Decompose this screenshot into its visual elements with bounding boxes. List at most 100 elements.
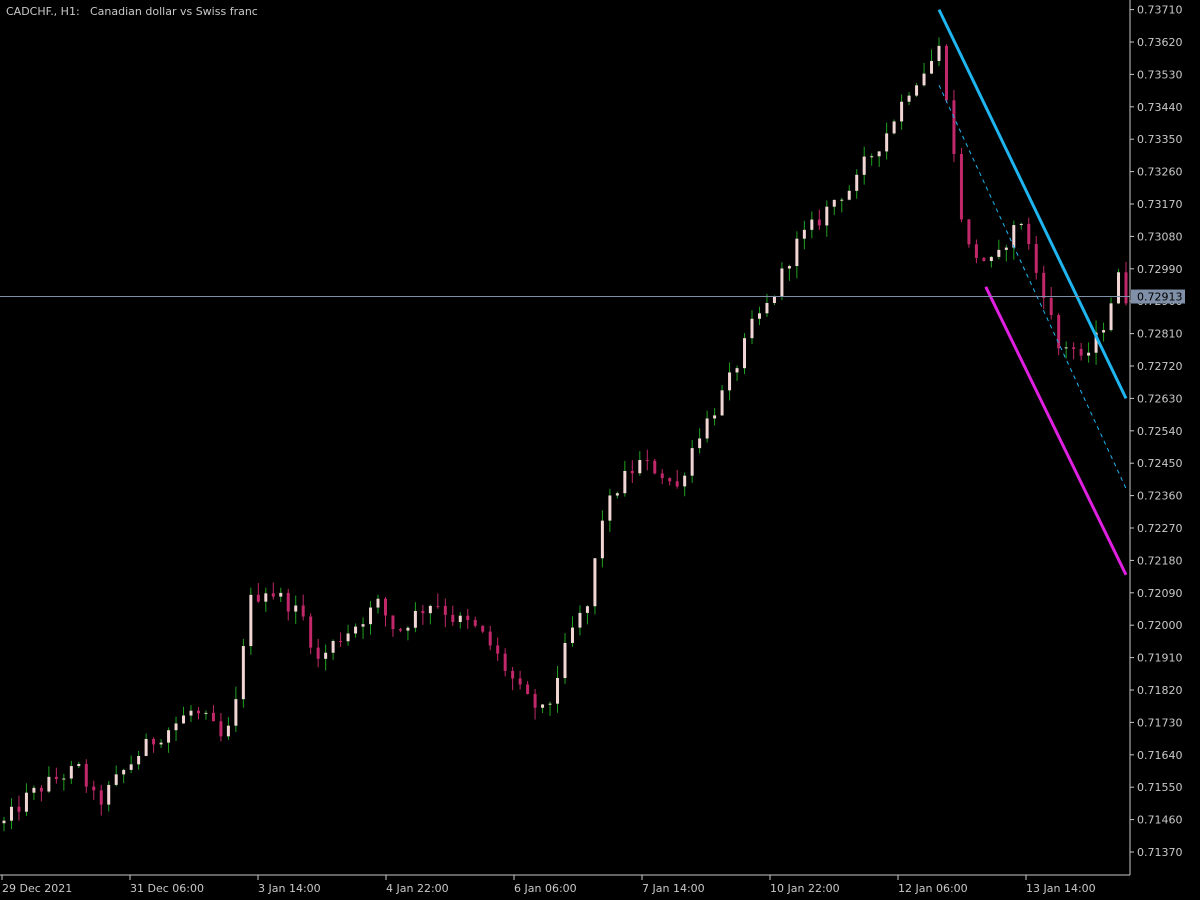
candle-body (690, 448, 694, 476)
candle-body (481, 625, 485, 632)
candle-body (825, 206, 829, 226)
y-tick-label: 0.71460 (1137, 814, 1183, 827)
candle-body (915, 85, 919, 96)
candle-body (720, 390, 724, 416)
candle-body (182, 715, 186, 724)
y-tick-label: 0.72180 (1137, 554, 1183, 567)
candle-body (451, 614, 455, 622)
candle-body (780, 268, 784, 297)
channel-upper-line[interactable] (937, 8, 1128, 400)
candle-body (421, 610, 425, 614)
candle-body (2, 820, 6, 824)
candle-body (832, 199, 836, 207)
candle-body (885, 133, 889, 152)
candle-body (683, 475, 687, 487)
candle-body (870, 156, 874, 158)
candle-body (92, 786, 96, 791)
x-tick-label: 13 Jan 14:00 (1026, 882, 1096, 895)
x-tick-label: 31 Dec 06:00 (130, 882, 204, 895)
candle-body (1057, 315, 1061, 349)
current-price-value: 0.72913 (1137, 291, 1183, 304)
candle-body (1117, 272, 1121, 304)
candle-body (705, 418, 709, 439)
candle-body (615, 493, 619, 496)
candle-body (174, 723, 178, 731)
y-tick-label: 0.73710 (1137, 4, 1183, 17)
candle-body (511, 670, 515, 679)
candle-body (713, 415, 717, 419)
candle-body (159, 742, 163, 745)
candle-body (743, 338, 747, 369)
y-tick-label: 0.72630 (1137, 392, 1183, 405)
candle-body (24, 792, 28, 812)
candle-body (533, 693, 537, 708)
candle-body (167, 730, 171, 743)
channel-lower-line[interactable] (984, 286, 1128, 576)
candle-body (578, 612, 582, 628)
candle-body (772, 296, 776, 303)
candle-body (331, 640, 335, 653)
x-tick-label: 7 Jan 14:00 (642, 882, 705, 895)
candle-body (69, 766, 73, 779)
y-tick-label: 0.73080 (1137, 230, 1183, 243)
candle-body (279, 592, 283, 597)
candle-body (600, 520, 604, 559)
candle-body (496, 645, 500, 654)
candle-body (1124, 272, 1128, 304)
y-tick-label: 0.72720 (1137, 360, 1183, 373)
candle-body (196, 710, 200, 714)
channel-mid-line[interactable] (938, 84, 1127, 489)
y-tick-label: 0.71730 (1137, 716, 1183, 729)
candle-body (249, 594, 253, 647)
candle-body (443, 605, 447, 615)
y-tick-label: 0.72090 (1137, 587, 1183, 600)
candle-body (757, 313, 761, 319)
candle-body (668, 478, 672, 482)
candle-body (301, 605, 305, 617)
candle-body (630, 470, 634, 474)
candle-body (309, 616, 313, 648)
y-tick-label: 0.71820 (1137, 684, 1183, 697)
candle-body (1027, 223, 1031, 245)
candle-body (316, 647, 320, 659)
candle-body (391, 615, 395, 630)
candles-layer (2, 37, 1128, 832)
candle-body (458, 615, 462, 622)
candle-body (189, 710, 193, 716)
candle-body (286, 592, 290, 612)
x-tick-label: 29 Dec 2021 (2, 882, 72, 895)
candle-body (211, 712, 215, 722)
candle-body (1094, 332, 1098, 353)
candle-body (99, 790, 103, 805)
y-tick-label: 0.71640 (1137, 749, 1183, 762)
x-tick-label: 6 Jan 06:00 (514, 882, 577, 895)
candle-body (526, 684, 530, 694)
candle-body (952, 100, 956, 155)
candle-body (570, 627, 574, 643)
candle-body (900, 101, 904, 122)
y-axis: 0.73710 0.73620 0.73530 0.73440 0.73350 0.732… (1130, 4, 1183, 859)
y-tick-label: 0.71910 (1137, 652, 1183, 665)
candle-body (787, 266, 791, 269)
candle-body (122, 769, 126, 775)
candle-body (62, 778, 66, 780)
candle-body (241, 646, 245, 700)
y-tick-label: 0.72450 (1137, 457, 1183, 470)
candle-body (989, 256, 993, 261)
candle-body (997, 249, 1001, 257)
x-tick-label: 10 Jan 22:00 (770, 882, 840, 895)
y-tick-label: 0.73170 (1137, 198, 1183, 211)
candle-body (1102, 330, 1106, 333)
candle-body (256, 594, 260, 602)
candle-body (473, 620, 477, 626)
candle-body (930, 60, 934, 74)
x-tick-label: 4 Jan 22:00 (386, 882, 449, 895)
candle-body (802, 229, 806, 239)
candle-body (1012, 225, 1016, 248)
candle-body (369, 607, 373, 625)
candle-body (1049, 297, 1053, 316)
regression-channel (937, 8, 1128, 576)
candle-body (219, 721, 223, 737)
